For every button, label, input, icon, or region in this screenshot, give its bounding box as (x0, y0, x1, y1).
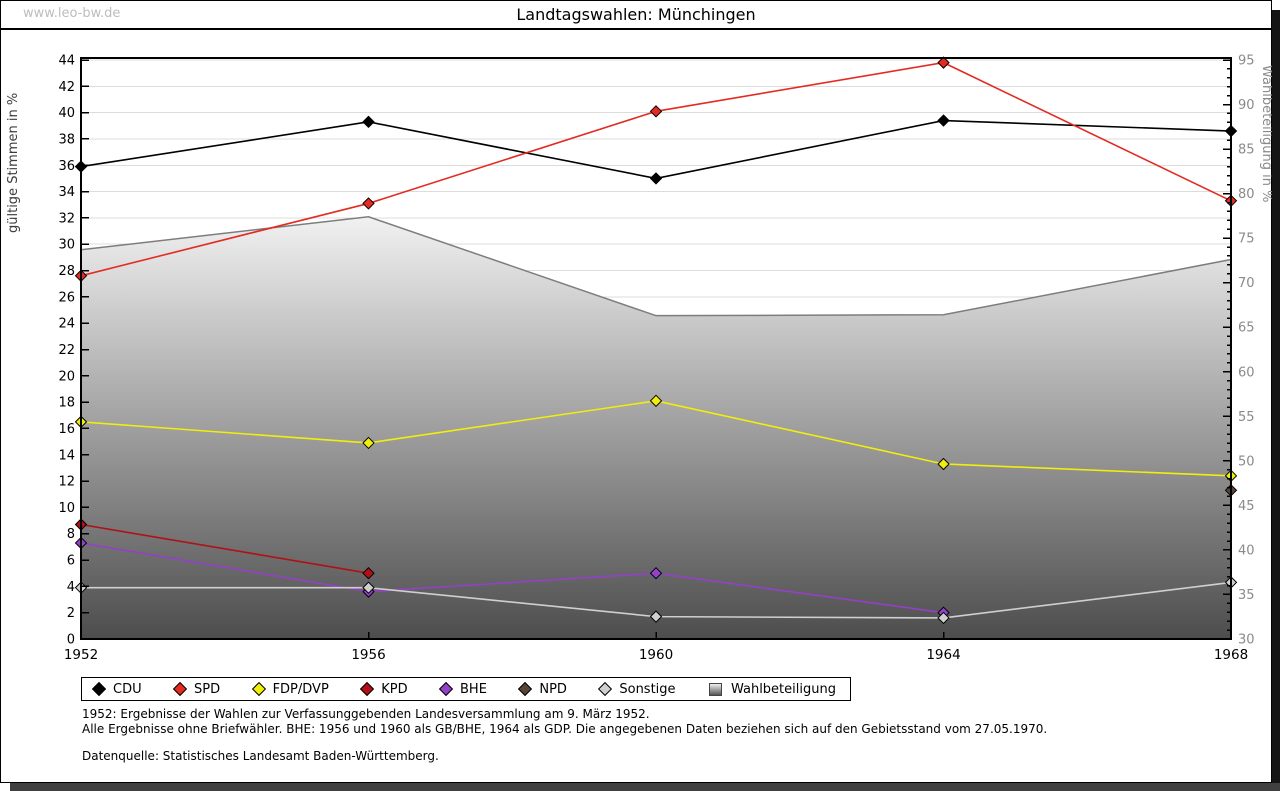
footnote-line: Alle Ergebnisse ohne Briefwähler. BHE: 1… (82, 721, 1048, 736)
legend-area-swatch (708, 682, 722, 696)
legend-item-wahlbeteiligung: Wahlbeteiligung (708, 681, 836, 697)
svg-text:28: 28 (58, 264, 75, 279)
svg-text:26: 26 (58, 290, 75, 305)
legend-diamond-icon (251, 681, 266, 697)
legend-item-cdu: CDU (91, 681, 142, 697)
svg-text:95: 95 (1238, 54, 1255, 69)
header-divider (1, 28, 1271, 30)
legend-item-bhe: BHE (438, 681, 487, 697)
svg-text:30: 30 (58, 238, 75, 253)
legend-item-kpd: KPD (360, 681, 408, 697)
data-point (937, 114, 950, 127)
series-cdu (74, 114, 1238, 185)
svg-text:30: 30 (1238, 633, 1255, 648)
page-shadow-bottom (10, 783, 1280, 791)
svg-text:24: 24 (58, 317, 75, 332)
svg-text:1968: 1968 (1214, 647, 1248, 663)
data-point (649, 394, 663, 408)
svg-text:65: 65 (1238, 321, 1255, 336)
svg-text:10: 10 (58, 501, 75, 516)
legend-item-npd: NPD (518, 681, 567, 697)
svg-text:0: 0 (67, 633, 75, 648)
svg-text:80: 80 (1238, 187, 1255, 202)
svg-text:20: 20 (58, 369, 75, 384)
data-point (362, 436, 375, 450)
data-point (937, 56, 950, 69)
legend-diamond-icon (438, 681, 454, 697)
svg-text:gültige Stimmen in %: gültige Stimmen in % (6, 93, 21, 233)
data-point (649, 566, 663, 580)
svg-text:Wahlbeteiligung in %: Wahlbeteiligung in % (1259, 65, 1273, 202)
legend-label: Wahlbeteiligung (730, 681, 836, 697)
svg-text:1964: 1964 (926, 647, 960, 663)
legend-label: NPD (539, 681, 567, 697)
svg-text:60: 60 (1238, 365, 1255, 380)
legend-item-spd: SPD (172, 681, 221, 697)
legend-diamond-icon (91, 681, 107, 697)
legend-label: BHE (460, 681, 487, 697)
axes: 0246810121416182022242628303234363840424… (6, 54, 1273, 664)
page-shadow-right (1272, 10, 1280, 791)
svg-text:1956: 1956 (351, 647, 385, 663)
svg-text:16: 16 (58, 422, 75, 437)
svg-text:45: 45 (1238, 499, 1255, 514)
svg-text:40: 40 (58, 106, 75, 121)
page-title: Landtagswahlen: Münchingen (516, 5, 756, 24)
chart-legend: CDU SPD FDP/DVP KPD BHE NPD Sonstige Wahlbeteil… (81, 677, 851, 701)
legend-label: SPD (194, 681, 221, 697)
svg-text:42: 42 (58, 80, 75, 95)
site-watermark: www.leo-bw.de (23, 6, 121, 21)
legend-diamond-icon (518, 681, 533, 697)
svg-text:55: 55 (1238, 410, 1255, 425)
election-chart: 0246810121416182022242628303234363840424… (6, 54, 1273, 664)
svg-text:44: 44 (58, 54, 75, 69)
svg-text:18: 18 (58, 396, 75, 411)
data-point (937, 611, 950, 625)
svg-text:75: 75 (1238, 232, 1255, 247)
svg-text:8: 8 (67, 527, 75, 542)
svg-text:12: 12 (58, 475, 75, 490)
data-point (362, 115, 375, 129)
legend-diamond-icon (360, 681, 375, 697)
svg-text:36: 36 (58, 159, 75, 174)
svg-text:32: 32 (58, 211, 75, 226)
svg-text:70: 70 (1238, 276, 1255, 291)
plot-frame (80, 57, 1232, 640)
svg-text:35: 35 (1238, 588, 1255, 603)
legend-item-fdp-dvp: FDP/DVP (251, 681, 329, 697)
source-line: Datenquelle: Statistisches Landesamt Bad… (82, 749, 439, 763)
data-point (362, 197, 375, 210)
svg-text:90: 90 (1238, 98, 1255, 113)
data-point (649, 610, 663, 623)
legend-label: Sonstige (619, 681, 676, 697)
svg-text:38: 38 (58, 132, 75, 147)
data-point (649, 172, 663, 185)
svg-text:4: 4 (67, 580, 75, 595)
svg-text:50: 50 (1238, 454, 1255, 469)
svg-text:40: 40 (1238, 543, 1255, 558)
legend-diamond-icon (172, 681, 188, 697)
svg-text:14: 14 (58, 448, 75, 463)
footnote-line: 1952: Ergebnisse der Wahlen zur Verfassu… (82, 707, 650, 721)
svg-text:85: 85 (1238, 143, 1255, 158)
legend-diamond-icon (598, 681, 613, 697)
data-point (362, 581, 375, 594)
svg-text:1952: 1952 (64, 647, 98, 663)
legend-item-sonstige: Sonstige (598, 681, 676, 697)
svg-text:34: 34 (58, 185, 75, 200)
data-point (362, 566, 375, 580)
svg-text:2: 2 (67, 606, 75, 621)
series-fdp-dvp (74, 394, 1238, 483)
legend-label: CDU (113, 681, 142, 697)
data-point (649, 105, 663, 118)
legend-label: FDP/DVP (272, 681, 329, 697)
data-point (937, 457, 950, 471)
svg-text:1960: 1960 (639, 647, 673, 663)
svg-text:6: 6 (67, 554, 75, 569)
svg-text:22: 22 (58, 343, 75, 358)
legend-label: KPD (381, 681, 408, 697)
chart-footnotes: 1952: Ergebnisse der Wahlen zur Verfassu… (82, 707, 1222, 764)
